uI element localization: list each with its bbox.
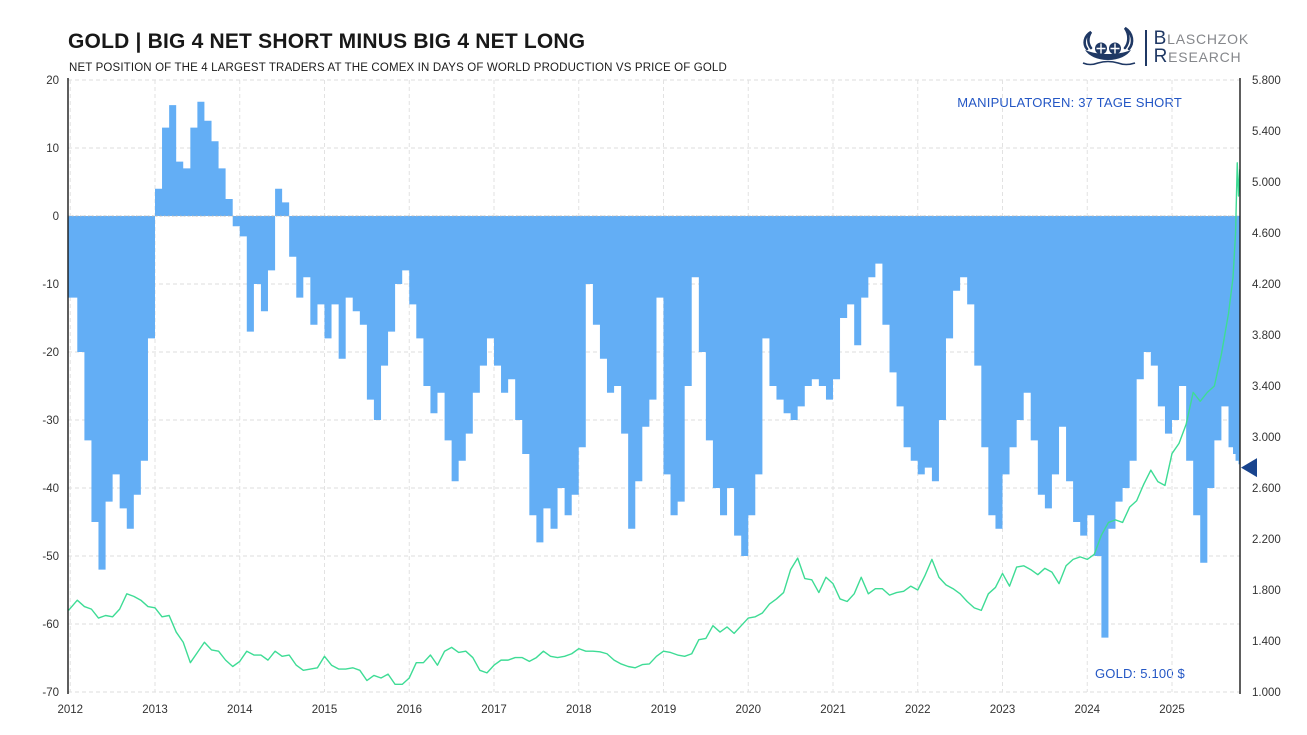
tick-label: 2.200 <box>1252 534 1281 546</box>
tick-label: -50 <box>42 551 59 563</box>
page-subtitle: NET POSITION OF THE 4 LARGEST TRADERS AT… <box>69 62 727 74</box>
tick-label: 0 <box>53 211 59 223</box>
tick-label: 2015 <box>312 704 338 716</box>
tick-label: 2016 <box>396 704 422 716</box>
tick-label: 5.000 <box>1252 177 1281 189</box>
tick-label: -40 <box>42 483 59 495</box>
tick-label: 2017 <box>481 704 507 716</box>
tick-label: 4.200 <box>1252 279 1281 291</box>
annotation-manipulators: MANIPULATOREN: 37 TAGE SHORT <box>957 95 1182 110</box>
tick-label: 2022 <box>905 704 931 716</box>
tick-label: 1.400 <box>1252 636 1281 648</box>
tick-label: 2024 <box>1074 704 1100 716</box>
tick-label: 3.800 <box>1252 330 1281 342</box>
series-big4-net-days <box>68 101 1240 638</box>
tick-label: 2023 <box>990 704 1016 716</box>
tick-label: 2021 <box>820 704 846 716</box>
tick-label: -70 <box>42 687 59 699</box>
tick-label: 2020 <box>735 704 761 716</box>
tick-label: 3.000 <box>1252 432 1281 444</box>
tick-label: -60 <box>42 619 59 631</box>
tick-label: -10 <box>42 279 59 291</box>
tick-label: 2025 <box>1159 704 1185 716</box>
tick-label: 1.800 <box>1252 585 1281 597</box>
tick-label: 2019 <box>651 704 677 716</box>
tick-label: 20 <box>46 75 59 87</box>
current-value-marker <box>1241 458 1257 478</box>
annotation-gold-price: GOLD: 5.100 $ <box>1094 666 1185 681</box>
tick-label: 2013 <box>142 704 168 716</box>
tick-label: 2018 <box>566 704 592 716</box>
tick-label: 2012 <box>57 704 83 716</box>
logo-wordmark: BLASCHZOK RESEARCH <box>1153 27 1249 67</box>
tick-label: 4.600 <box>1252 228 1281 240</box>
tick-label: 10 <box>46 143 59 155</box>
tick-label: 2014 <box>227 704 253 716</box>
tick-label: 2.600 <box>1252 483 1281 495</box>
series-gold-price <box>67 162 1241 686</box>
page-title: GOLD | BIG 4 NET SHORT MINUS BIG 4 NET L… <box>68 30 586 53</box>
viking-ship-icon <box>1080 24 1138 71</box>
tick-label: 5.800 <box>1252 75 1281 87</box>
tick-label: 1.000 <box>1252 687 1281 699</box>
tick-label: -20 <box>42 347 59 359</box>
tick-label: 3.400 <box>1252 381 1281 393</box>
brand-logo: BLASCHZOK RESEARCH <box>1080 24 1249 71</box>
tick-label: -30 <box>42 415 59 427</box>
logo-divider <box>1144 29 1147 66</box>
tick-label: 5.400 <box>1252 126 1281 138</box>
